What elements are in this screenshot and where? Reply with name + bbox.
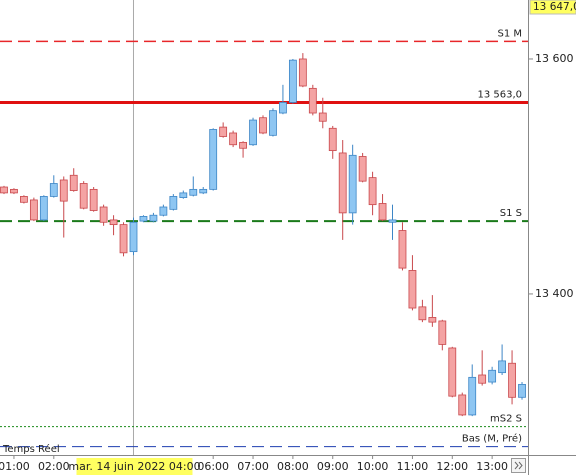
candle-body: [269, 110, 277, 136]
y-tick-label: 13 400: [535, 287, 574, 300]
candle-body: [0, 186, 8, 194]
x-tick-label: 13:00: [476, 460, 508, 473]
candle-body: [408, 270, 417, 309]
candle-body: [318, 112, 327, 122]
level-label: S1 M: [497, 28, 522, 39]
candle-body: [488, 369, 497, 383]
candle-body: [498, 360, 506, 374]
candle-body: [189, 188, 198, 196]
x-tick-label: 10:00: [357, 460, 389, 473]
candle-body: [109, 219, 118, 226]
candle-body: [358, 156, 367, 182]
crosshair-label-box: [76, 458, 193, 475]
scroll-button[interactable]: [511, 458, 526, 473]
session-label: Temps Réel: [2, 443, 60, 455]
candle-body: [149, 214, 158, 222]
candle-body: [428, 317, 437, 323]
candle-body: [478, 374, 487, 384]
candle-body: [139, 215, 148, 222]
candle-body: [69, 174, 78, 191]
plot-area: S1 M 13 563,0 S1 S mS2 S Bas (M, Pré): [0, 0, 528, 455]
crosshair-label: mar. 14 juin 2022 04:00: [68, 460, 200, 473]
price-marker-label: 13 647,0: [533, 1, 576, 13]
candle-body: [398, 230, 407, 269]
candle-body: [49, 183, 58, 197]
candle-body: [418, 306, 427, 321]
x-tick-label: 02:00: [38, 460, 70, 473]
level-label: 13 563,0: [477, 89, 522, 100]
candle-body: [458, 394, 467, 416]
candle-body: [29, 199, 38, 221]
level-label: mS2 S: [490, 414, 522, 425]
candle-body: [159, 206, 168, 216]
candle-body: [368, 177, 377, 206]
candle-body: [10, 188, 18, 194]
x-tick-label: 06:00: [197, 460, 229, 473]
candle-body: [20, 196, 28, 203]
x-tick-label: 07:00: [237, 460, 269, 473]
candle-body: [179, 192, 188, 199]
candle-body: [199, 188, 208, 194]
candle-body: [508, 362, 516, 398]
x-tick-label: 11:00: [397, 460, 429, 473]
candle-body: [219, 126, 228, 137]
y-tick-label: 13 600: [535, 52, 574, 65]
candle-body: [448, 347, 457, 397]
candle-body: [249, 119, 257, 146]
candle-body: [279, 102, 287, 114]
price-marker-box: [529, 0, 576, 15]
candle-body: [229, 132, 238, 146]
candle-body: [119, 224, 128, 254]
x-tick-label: 12:00: [436, 460, 468, 473]
candle-body: [338, 152, 347, 214]
candle-body: [438, 320, 447, 345]
candle-body: [288, 59, 297, 103]
candle-body: [79, 183, 88, 209]
level-label: Bas (M, Pré): [462, 433, 522, 445]
candle-body: [39, 196, 48, 221]
candle-body: [129, 221, 138, 253]
candle-body: [259, 117, 267, 134]
candle-body: [59, 179, 68, 202]
candle-body: [518, 383, 526, 398]
x-tick-label: 09:00: [317, 460, 349, 473]
x-tick-label: 01:00: [0, 460, 30, 473]
scroll-icon: [514, 461, 523, 470]
candle-body: [388, 219, 397, 223]
candle-body: [169, 196, 178, 210]
x-tick-label: 08:00: [277, 460, 309, 473]
candle-body: [378, 203, 387, 221]
candle-body: [328, 127, 337, 152]
candle-body: [308, 87, 317, 114]
candle-body: [209, 129, 218, 190]
candle-body: [298, 58, 307, 87]
level-label: S1 S: [500, 208, 522, 219]
candle-body: [89, 188, 98, 211]
candle-body: [468, 376, 477, 416]
candle-body: [99, 206, 108, 223]
candle-body: [239, 141, 247, 149]
candle-body: [348, 154, 357, 214]
